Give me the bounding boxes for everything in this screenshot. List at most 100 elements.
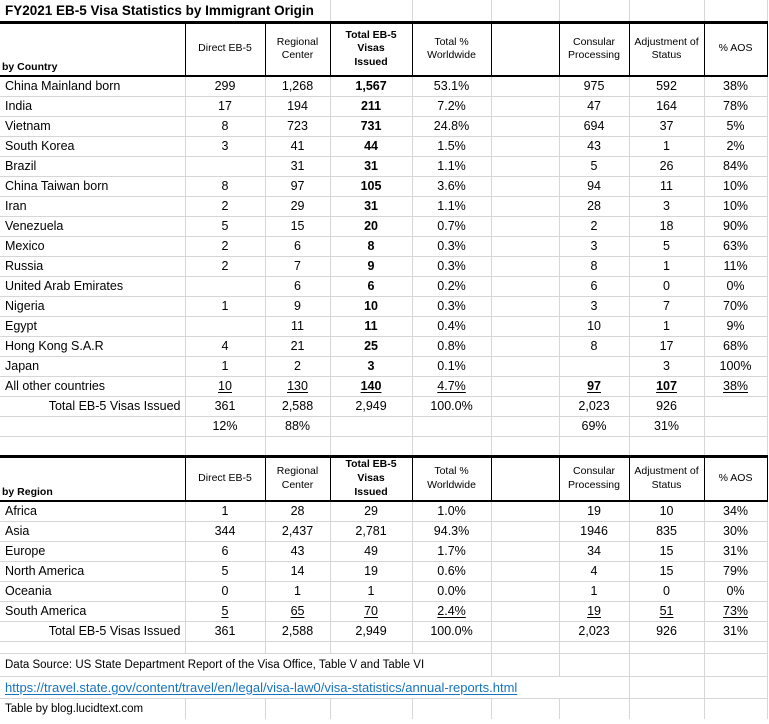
cell[interactable]: 2,588: [265, 396, 331, 417]
cell[interactable]: 0.8%: [412, 336, 492, 357]
cell[interactable]: 140: [330, 376, 413, 397]
cell[interactable]: 2%: [704, 136, 768, 157]
cell[interactable]: [491, 216, 560, 237]
cell[interactable]: 26: [629, 156, 705, 177]
cell[interactable]: 2,023: [559, 621, 630, 642]
spreadsheet-cell[interactable]: [491, 436, 560, 457]
cell[interactable]: 0.3%: [412, 236, 492, 257]
cell[interactable]: 1: [559, 581, 630, 602]
spreadsheet-cell[interactable]: [491, 698, 560, 719]
cell[interactable]: 41: [265, 136, 331, 157]
cell[interactable]: 31%: [704, 541, 768, 562]
cell[interactable]: 90%: [704, 216, 768, 237]
cell[interactable]: 38%: [704, 76, 768, 97]
spreadsheet-cell[interactable]: [330, 641, 413, 654]
spreadsheet-cell[interactable]: [330, 0, 413, 24]
cell[interactable]: 100.0%: [412, 396, 492, 417]
cell[interactable]: [185, 276, 266, 297]
cell[interactable]: 2,949: [330, 621, 413, 642]
cell[interactable]: 34%: [704, 501, 768, 522]
cell[interactable]: 12%: [185, 416, 266, 437]
cell[interactable]: 11: [265, 316, 331, 337]
cell[interactable]: 28: [265, 501, 331, 522]
cell[interactable]: 11%: [704, 256, 768, 277]
cell[interactable]: [491, 176, 560, 197]
cell[interactable]: 0: [629, 276, 705, 297]
cell[interactable]: 592: [629, 76, 705, 97]
cell[interactable]: 3: [629, 356, 705, 377]
cell[interactable]: 0%: [704, 276, 768, 297]
page-title[interactable]: FY2021 EB-5 Visa Statistics by Immigrant…: [0, 0, 331, 24]
cell[interactable]: 9%: [704, 316, 768, 337]
spreadsheet-cell[interactable]: [629, 698, 705, 719]
cell[interactable]: 11: [330, 316, 413, 337]
row-label[interactable]: China Taiwan born: [0, 176, 186, 197]
cell[interactable]: 1: [629, 256, 705, 277]
column-header[interactable]: Direct EB-5: [185, 454, 266, 502]
row-label[interactable]: Total EB-5 Visas Issued: [0, 621, 186, 642]
spreadsheet-cell[interactable]: [559, 436, 630, 457]
cell[interactable]: 97: [559, 376, 630, 397]
cell[interactable]: 8: [559, 256, 630, 277]
cell[interactable]: 1.1%: [412, 156, 492, 177]
cell[interactable]: 1: [185, 296, 266, 317]
cell[interactable]: 10: [185, 376, 266, 397]
column-header[interactable]: Total EB-5 Visas Issued: [330, 22, 413, 77]
cell[interactable]: 1: [330, 581, 413, 602]
cell[interactable]: 31: [265, 156, 331, 177]
cell[interactable]: 17: [185, 96, 266, 117]
cell[interactable]: 3: [629, 196, 705, 217]
spreadsheet-cell[interactable]: [559, 0, 630, 24]
cell[interactable]: 31%: [704, 621, 768, 642]
column-header[interactable]: Regional Center: [265, 22, 331, 77]
cell[interactable]: 9: [265, 296, 331, 317]
cell[interactable]: [491, 276, 560, 297]
cell[interactable]: 19: [330, 561, 413, 582]
cell[interactable]: 731: [330, 116, 413, 137]
cell[interactable]: 0.1%: [412, 356, 492, 377]
cell[interactable]: 10: [559, 316, 630, 337]
annual-reports-link[interactable]: https://travel.state.gov/content/travel/…: [5, 679, 518, 695]
cell[interactable]: 164: [629, 96, 705, 117]
cell[interactable]: [491, 256, 560, 277]
cell[interactable]: 0.0%: [412, 581, 492, 602]
cell[interactable]: 1,567: [330, 76, 413, 97]
cell[interactable]: 2,023: [559, 396, 630, 417]
cell[interactable]: 2.4%: [412, 601, 492, 622]
column-header[interactable]: Adjustment of Status: [629, 454, 705, 502]
cell[interactable]: 73%: [704, 601, 768, 622]
column-header[interactable]: Total EB-5 Visas Issued: [330, 454, 413, 502]
cell[interactable]: [491, 76, 560, 97]
cell[interactable]: [491, 581, 560, 602]
cell[interactable]: 3: [559, 296, 630, 317]
cell[interactable]: 5: [559, 156, 630, 177]
row-label[interactable]: Mexico: [0, 236, 186, 257]
cell[interactable]: 2: [185, 256, 266, 277]
cell[interactable]: 94.3%: [412, 521, 492, 542]
cell[interactable]: 29: [265, 196, 331, 217]
cell[interactable]: 0.3%: [412, 296, 492, 317]
row-label[interactable]: Hong Kong S.A.R: [0, 336, 186, 357]
cell[interactable]: [330, 416, 413, 437]
cell[interactable]: 38%: [704, 376, 768, 397]
cell[interactable]: 2: [185, 236, 266, 257]
cell[interactable]: 3: [185, 136, 266, 157]
cell[interactable]: 15: [629, 561, 705, 582]
cell[interactable]: 0%: [704, 581, 768, 602]
cell[interactable]: 2,949: [330, 396, 413, 417]
row-label[interactable]: Africa: [0, 501, 186, 522]
cell[interactable]: 105: [330, 176, 413, 197]
cell[interactable]: 88%: [265, 416, 331, 437]
cell[interactable]: 7: [629, 296, 705, 317]
cell[interactable]: 19: [559, 501, 630, 522]
row-label[interactable]: All other countries: [0, 376, 186, 397]
cell[interactable]: 4.7%: [412, 376, 492, 397]
cell[interactable]: 694: [559, 116, 630, 137]
cell[interactable]: 65: [265, 601, 331, 622]
spreadsheet-cell[interactable]: [704, 653, 768, 677]
cell[interactable]: 31: [330, 156, 413, 177]
cell[interactable]: 1: [629, 136, 705, 157]
cell[interactable]: 4: [185, 336, 266, 357]
spreadsheet-cell[interactable]: [185, 641, 266, 654]
cell[interactable]: 361: [185, 621, 266, 642]
